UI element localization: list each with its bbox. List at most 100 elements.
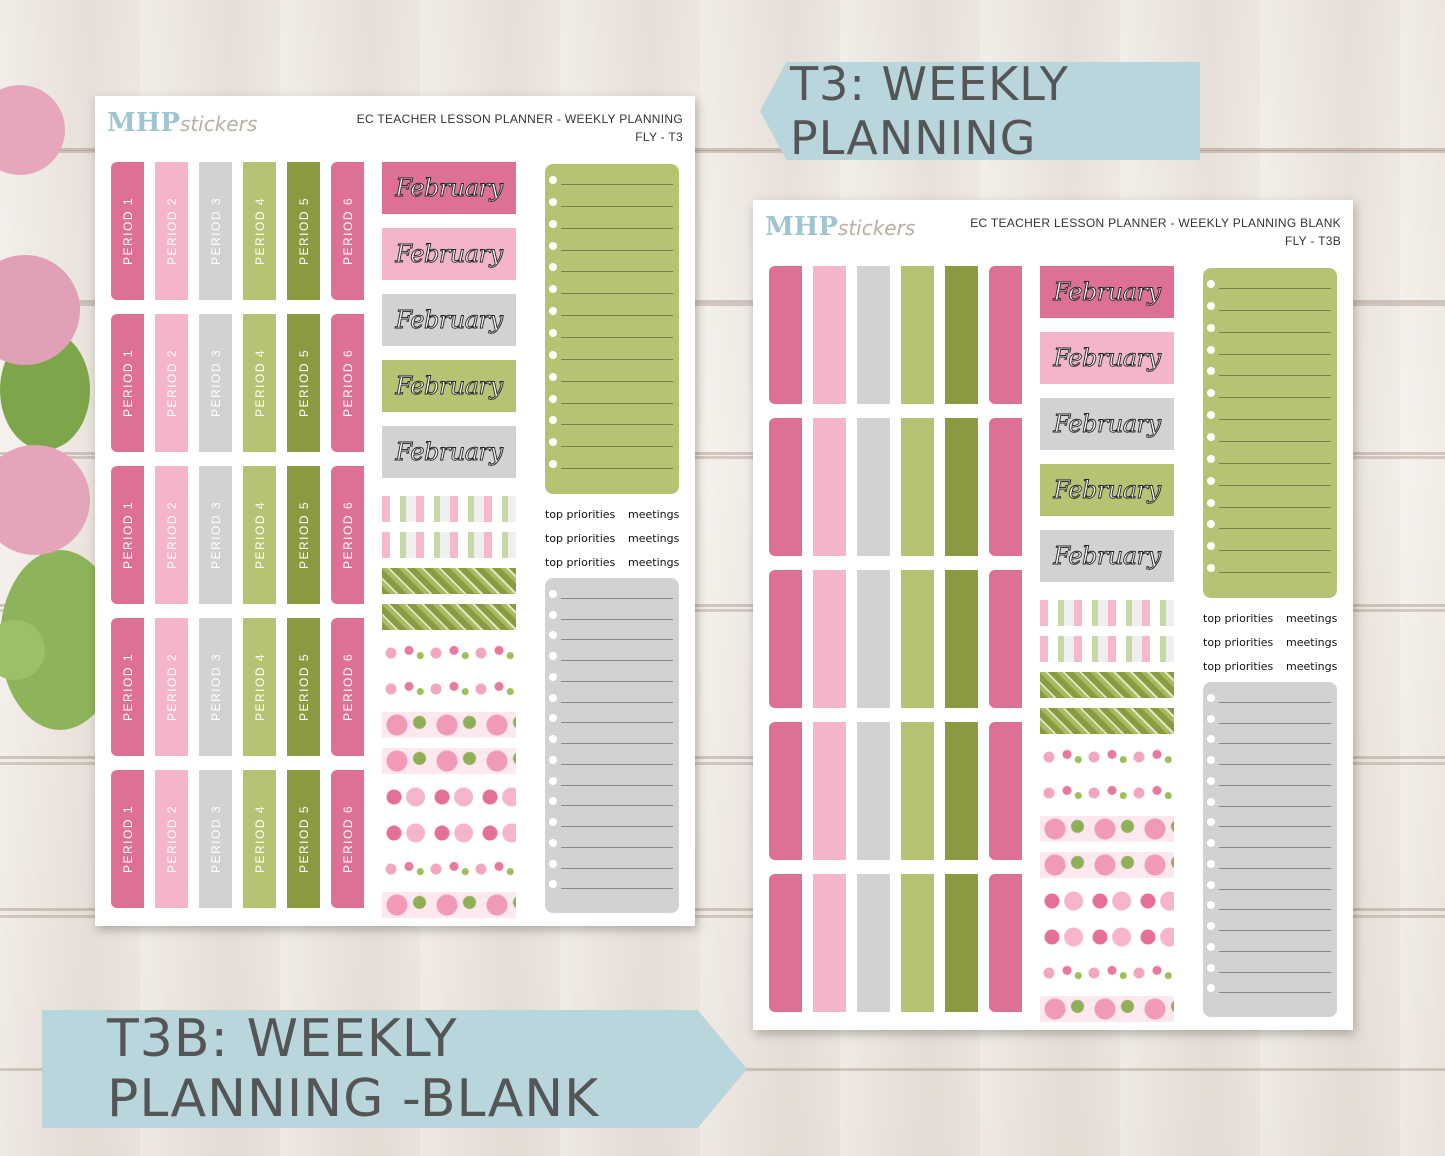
list-line	[1219, 743, 1331, 745]
list-bullet	[1207, 901, 1215, 910]
blank-tab	[769, 570, 802, 708]
list-line	[1219, 419, 1331, 421]
blank-tab	[945, 722, 978, 860]
blank-tab	[769, 722, 802, 860]
period-tab-label: PERIOD 2	[164, 652, 179, 722]
list-bullet	[1207, 454, 1215, 463]
list-line	[561, 184, 673, 185]
list-bullet	[549, 241, 557, 250]
mhp-logo: MHPstickers	[765, 212, 916, 242]
list-line	[1219, 506, 1331, 508]
top-priorities-label: top priorities	[545, 532, 616, 545]
blank-tab	[813, 418, 846, 556]
period-tab-label: PERIOD 1	[120, 196, 135, 266]
wood-plank-seam	[0, 604, 1445, 607]
month-text: February	[1053, 410, 1162, 439]
period-tab: PERIOD 3	[199, 466, 232, 604]
month-text: February	[1053, 278, 1162, 307]
pattern-strip	[1040, 816, 1174, 842]
pattern-strip	[1040, 780, 1174, 806]
month-text: February	[1053, 476, 1162, 505]
list-bullet	[549, 416, 557, 425]
blank-tab	[945, 418, 978, 556]
list-line	[561, 424, 673, 426]
pattern-strip	[1040, 996, 1174, 1022]
sticker-sheet-t3: MHPstickers EC TEACHER LESSON PLANNER - …	[95, 96, 695, 926]
period-tab: PERIOD 5	[287, 466, 320, 604]
period-tab: PERIOD 1	[111, 162, 144, 300]
period-tab: PERIOD 2	[155, 314, 188, 452]
top-priorities-label: top priorities	[1203, 660, 1274, 673]
month-text: February	[395, 306, 504, 335]
month-label-sticker: February	[1040, 266, 1174, 318]
blank-tab	[989, 266, 1022, 404]
list-bullet	[549, 610, 557, 619]
meetings-label: meetings	[1286, 636, 1338, 649]
list-line	[561, 468, 673, 470]
period-tab: PERIOD 4	[243, 466, 276, 604]
period-tab: PERIOD 5	[287, 770, 320, 908]
blank-tab	[857, 570, 890, 708]
list-line	[1219, 309, 1331, 311]
list-line	[561, 358, 673, 360]
blank-tab	[769, 418, 802, 556]
list-line	[561, 446, 673, 448]
month-text: February	[395, 174, 504, 203]
list-line	[1219, 528, 1331, 530]
pattern-strip	[1040, 636, 1174, 662]
month-label-sticker: February	[1040, 530, 1174, 582]
pattern-strip	[382, 604, 516, 630]
list-bullet	[549, 797, 557, 806]
pattern-strip	[382, 748, 516, 774]
list-bullet	[1207, 922, 1215, 931]
month-text: February	[395, 240, 504, 269]
pattern-strip	[1040, 708, 1174, 734]
list-bullet	[549, 631, 557, 640]
list-line	[561, 205, 673, 207]
list-line	[561, 639, 673, 641]
list-line	[1219, 826, 1331, 828]
gray-list-box	[545, 578, 679, 913]
period-tab-label: PERIOD 5	[296, 804, 311, 874]
sheet-title: EC TEACHER LESSON PLANNER - WEEKLY PLANN…	[970, 216, 1341, 248]
month-label-sticker: February	[382, 360, 516, 412]
list-line	[1219, 764, 1331, 766]
blank-tab	[901, 418, 934, 556]
top-priorities-label: top priorities	[545, 508, 616, 521]
blank-tab	[989, 570, 1022, 708]
period-tab: PERIOD 6	[331, 618, 364, 756]
pattern-strip	[382, 856, 516, 882]
blank-tab	[769, 874, 802, 1012]
blank-tab	[857, 266, 890, 404]
period-tab-label: PERIOD 2	[164, 196, 179, 266]
meetings-label: meetings	[628, 532, 680, 545]
list-line	[1219, 353, 1331, 355]
period-tab: PERIOD 4	[243, 314, 276, 452]
month-label-sticker: February	[1040, 464, 1174, 516]
list-bullet	[549, 263, 557, 272]
green-list-box	[545, 164, 679, 494]
list-bullet	[549, 285, 557, 294]
period-tab: PERIOD 1	[111, 466, 144, 604]
period-tab: PERIOD 6	[331, 770, 364, 908]
meetings-label: meetings	[1286, 660, 1338, 673]
blank-tab	[813, 570, 846, 708]
list-bullet	[549, 350, 557, 359]
list-line	[1219, 288, 1331, 289]
list-bullet	[549, 672, 557, 681]
period-tab: PERIOD 2	[155, 618, 188, 756]
list-line	[561, 337, 673, 338]
list-line	[1219, 805, 1331, 807]
blank-tab	[769, 266, 802, 404]
period-tab-label: PERIOD 5	[296, 196, 311, 266]
list-line	[1219, 397, 1331, 399]
month-label-sticker: February	[1040, 398, 1174, 450]
list-line	[561, 618, 673, 620]
list-bullet	[549, 219, 557, 228]
list-line	[1219, 950, 1331, 952]
list-line	[1219, 930, 1331, 932]
month-text: February	[1053, 344, 1162, 373]
period-tab: PERIOD 3	[199, 314, 232, 452]
list-line	[561, 271, 673, 273]
wood-plank-seam	[0, 908, 1445, 911]
